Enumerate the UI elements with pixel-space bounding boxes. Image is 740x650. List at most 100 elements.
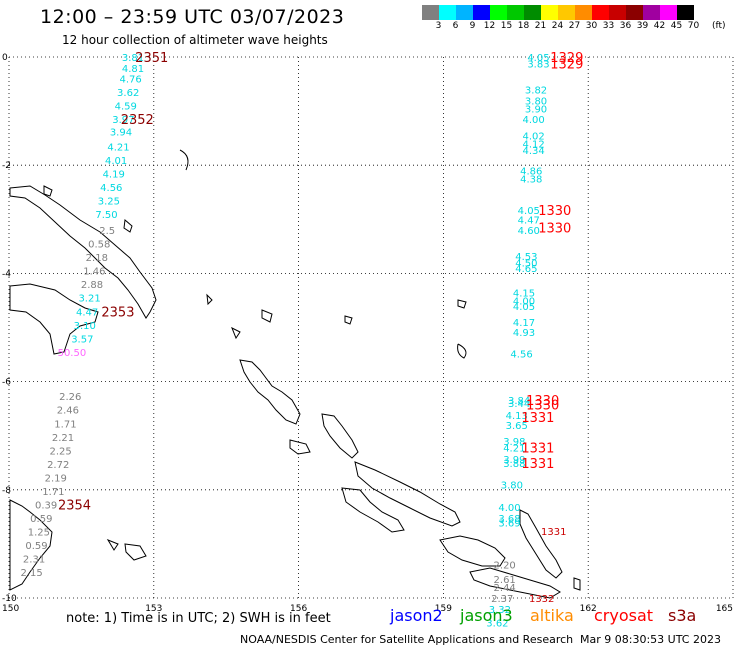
swh-label: 4.93: [513, 328, 535, 339]
swh-label: 4.47: [76, 307, 98, 318]
time-label: 1330: [538, 221, 571, 236]
swh-label: 2.25: [49, 446, 71, 457]
swh-label: 1.25: [28, 527, 50, 538]
coastline-islet: [231, 326, 241, 340]
swh-label: 4.01: [105, 156, 127, 167]
swh-label: 3.68: [498, 514, 520, 525]
legend-swatch: [524, 5, 541, 20]
y-tick-label: 0: [2, 53, 8, 63]
swh-label: 2.31: [23, 555, 45, 566]
swh-label: 1331: [541, 527, 566, 538]
footer-credit: NOAA/NESDIS Center for Satellite Applica…: [240, 633, 574, 646]
swh-label: 3.99: [503, 455, 525, 466]
swh-label: 4.17: [513, 318, 535, 329]
swh-label: 1332: [529, 594, 554, 605]
swh-label: 4.05: [513, 302, 535, 313]
legend-label: 36: [619, 21, 632, 31]
coastline-islet: [179, 149, 189, 171]
swh-label: 4.81: [122, 64, 144, 75]
legend-label: 45: [670, 21, 683, 31]
legend-swatch: [439, 5, 456, 20]
swh-label: 3.25: [98, 196, 120, 207]
swh-label: 0.59: [30, 514, 52, 525]
swh-label: 1.71: [54, 419, 76, 430]
coastline-malaita: [519, 509, 563, 579]
page-subtitle: 12 hour collection of altimeter wave hei…: [62, 33, 328, 47]
coastline-isabel: [354, 461, 461, 527]
coastline-guadalcanal: [439, 535, 506, 567]
color-legend: (ft) 3 6 9 12 15 18 21 24 27 30 33 36 39 42 45 70: [422, 5, 726, 35]
swh-label: 4.02: [522, 131, 544, 142]
swh-label: 4.12: [522, 140, 544, 151]
y-tick-label: -6: [2, 378, 11, 388]
swh-label: 3.90: [525, 104, 547, 115]
swh-label: 4.00: [513, 296, 535, 307]
map-grid: [8, 56, 734, 599]
time-label: 1331: [521, 411, 554, 426]
legend-swatch: [490, 5, 507, 20]
swh-label: 3.65: [506, 421, 528, 432]
coastline-islet: [573, 577, 581, 591]
swh-label: 4.60: [518, 226, 540, 237]
x-tick-label: 156: [290, 604, 307, 614]
footer-timestamp: Mar 9 08:30:53 UTC 2023: [580, 633, 721, 646]
coastline-vella: [341, 487, 405, 533]
y-tick-label: -8: [2, 486, 11, 496]
swh-label: 4.13: [506, 411, 528, 422]
legend-swatch: [677, 5, 694, 20]
swh-label: 2.5: [99, 226, 115, 237]
swh-label: 4.59: [115, 102, 137, 113]
swh-label: 4.56: [510, 349, 532, 360]
coastline-new-britain: [9, 283, 99, 355]
satellite-label: jason3: [460, 606, 513, 625]
time-labels: 2351235223532354132913291330133013301330…: [58, 51, 583, 513]
legend-label: 18: [517, 21, 530, 31]
swh-label: 1.71: [42, 487, 64, 498]
time-label: 1330: [526, 398, 559, 413]
coastline-new-georgia: [289, 439, 311, 455]
legend-swatch: [422, 5, 439, 20]
swh-label: 4.21: [503, 444, 525, 455]
legend-swatch: [558, 5, 575, 20]
swh-label: 4.05: [527, 53, 549, 64]
legend-swatch: [473, 5, 490, 20]
swh-label: 4.15: [513, 288, 535, 299]
legend-swatch: [575, 5, 592, 20]
legend-swatch: [456, 5, 473, 20]
swh-label: 0.59: [25, 541, 47, 552]
legend-label: 70: [687, 21, 700, 31]
legend-label: 12: [483, 21, 496, 31]
swh-label: 4.00: [498, 503, 520, 514]
swh-label: 2.20: [494, 560, 516, 571]
legend-swatch: [626, 5, 643, 20]
legend-label: 21: [534, 21, 547, 31]
swh-label: 7.50: [95, 210, 117, 221]
legend-swatch: [541, 5, 558, 20]
swh-label: 2.18: [86, 253, 108, 264]
swh-label: 2.72: [47, 460, 69, 471]
swh-label: 4.21: [107, 142, 129, 153]
legend-swatch: [507, 5, 524, 20]
coastline-islet: [123, 219, 133, 233]
swh-label: 4.56: [100, 183, 122, 194]
coastline-islet: [43, 185, 53, 197]
swh-label: 4.34: [522, 146, 544, 157]
coastline-islet: [124, 543, 147, 561]
swh-label: 2.88: [81, 280, 103, 291]
time-label: 1329: [550, 57, 583, 72]
swh-label: 2.61: [494, 575, 516, 586]
swh-label: 50.50: [58, 348, 87, 359]
x-tick-label: 165: [716, 604, 733, 614]
coastline-islet: [457, 343, 467, 359]
swh-label: 4.65: [515, 264, 537, 275]
time-label: 2353: [101, 305, 134, 320]
swh-label: 3.98: [503, 437, 525, 448]
satellite-label: altika: [530, 606, 574, 625]
swh-label: 3.21: [78, 294, 100, 305]
time-label: 1330: [538, 204, 571, 219]
satellite-label: jason2: [390, 606, 443, 625]
time-label: 2351: [135, 51, 168, 66]
swh-label: 2.46: [57, 406, 79, 417]
coastline-islet: [206, 293, 213, 306]
legend-label: 3: [435, 21, 442, 31]
